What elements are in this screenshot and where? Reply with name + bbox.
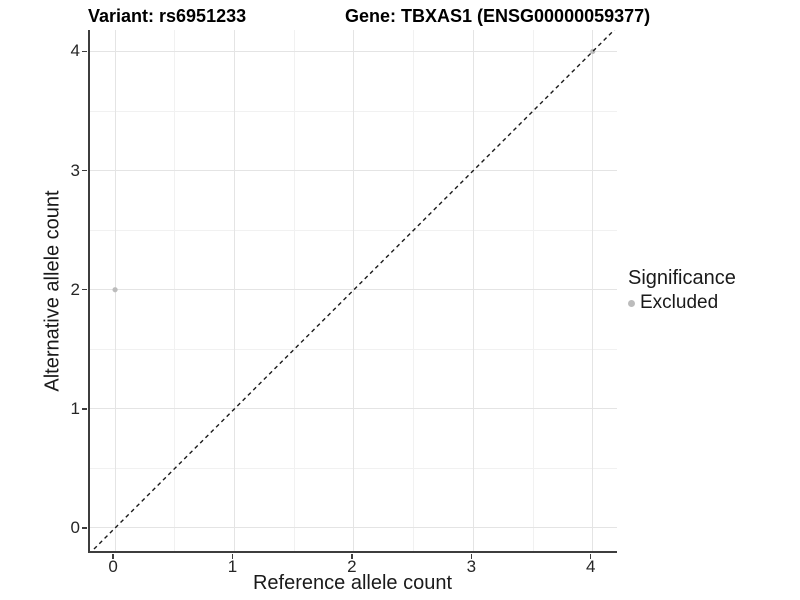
y-axis-tick <box>82 288 87 291</box>
x-tick-label: 1 <box>227 557 238 576</box>
y-tick-label: 4 <box>70 41 80 61</box>
gridline-x-major <box>592 30 594 551</box>
y-axis-tick <box>82 527 87 529</box>
identity-dashed-line <box>91 30 616 551</box>
gridline-y-major <box>90 289 617 291</box>
gridline-x-major <box>353 30 355 551</box>
y-tick-label: 0 <box>70 517 80 537</box>
y-axis-tick <box>82 408 87 410</box>
legend-excluded-dot-icon <box>628 299 635 307</box>
legend-item-label: Excluded <box>640 292 719 313</box>
data-point <box>112 287 118 293</box>
x-tick-label: 2 <box>347 557 357 576</box>
gridline-y-major <box>90 170 617 172</box>
y-tick-label: 2 <box>70 279 80 299</box>
x-tick-label: 4 <box>585 557 596 576</box>
x-tick-label: 0 <box>108 557 118 576</box>
plot-title-gene: Gene: TBXAS1 (ENSG00000059377) <box>345 6 651 26</box>
gridline-y-major <box>90 408 617 410</box>
legend-item-excluded: Excluded <box>628 292 736 314</box>
x-axis-tick <box>470 554 473 559</box>
x-tick-label: 3 <box>466 557 477 576</box>
legend: Significance Excluded <box>628 267 736 314</box>
x-axis-title: Reference allele count <box>252 572 452 594</box>
x-axis-tick <box>589 554 592 559</box>
x-axis-tick <box>231 554 234 559</box>
plot-title-variant: Variant: rs6951233 <box>88 6 247 26</box>
plot-panel <box>88 30 617 553</box>
gridline-x-minor <box>293 30 295 551</box>
y-axis-tick <box>82 169 87 172</box>
y-axis-tick <box>82 50 87 53</box>
gridline-x-major <box>472 30 474 551</box>
x-axis-tick <box>351 554 353 559</box>
legend-title: Significance <box>628 267 736 289</box>
gridline-x-minor <box>174 30 176 551</box>
gridline-y-major <box>90 527 617 529</box>
gridline-x-minor <box>532 30 534 551</box>
gridline-x-major <box>233 30 235 551</box>
gridline-x-minor <box>413 30 415 551</box>
y-tick-label: 1 <box>70 398 80 418</box>
gridline-y-major <box>90 50 617 52</box>
y-tick-label: 3 <box>70 160 80 180</box>
plot-svg-layer <box>91 30 616 551</box>
x-axis-tick <box>112 554 114 559</box>
